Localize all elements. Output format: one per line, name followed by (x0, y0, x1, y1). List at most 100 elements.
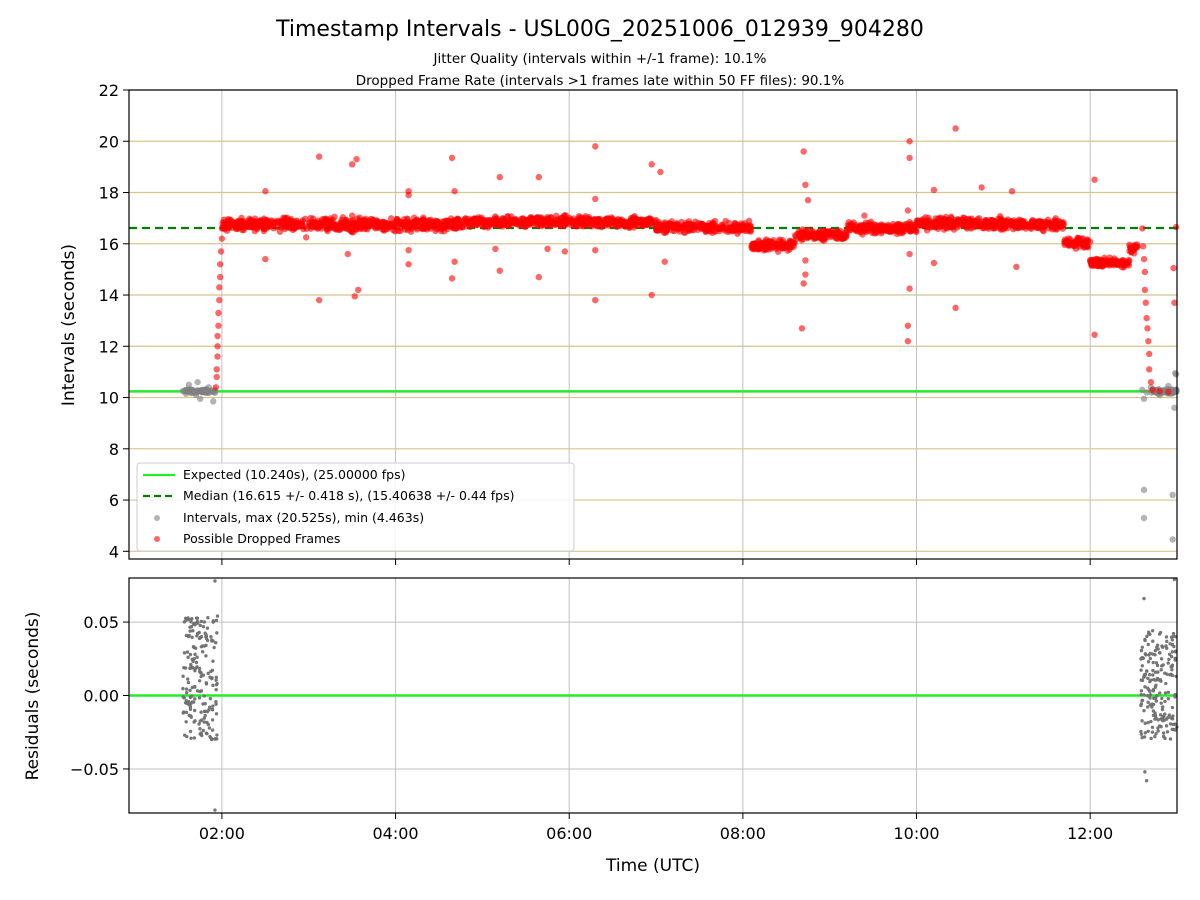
dropped-frame-point (348, 212, 356, 219)
dropped-frame-point (240, 226, 247, 234)
residual-point (207, 726, 212, 730)
dropped-frame-point (944, 217, 951, 224)
residual-point (1160, 716, 1165, 720)
dropped-frame-point (535, 173, 543, 181)
dropped-frame-point (280, 220, 287, 227)
residual-point (1143, 672, 1148, 677)
residual-point (208, 696, 213, 701)
dropped-frame-point (307, 214, 314, 222)
dropped-frame-point (688, 226, 695, 234)
residual-point (204, 682, 209, 686)
interval-point (194, 378, 201, 386)
residual-point (1139, 729, 1143, 734)
residual-point (1170, 638, 1175, 642)
dropped-frame-point (214, 332, 221, 340)
dropped-frame-point (952, 304, 959, 312)
dropped-frame-point (626, 224, 633, 232)
residual-point (1147, 653, 1151, 657)
residual-point (210, 676, 214, 681)
dropped-frame-point (1122, 258, 1130, 265)
residual-point (1171, 714, 1175, 718)
top-y-axis-label: Intervals (seconds) (59, 244, 79, 406)
residual-point (1163, 691, 1168, 695)
dropped-frame-point (537, 217, 545, 224)
dropped-frame-point (1171, 299, 1178, 306)
residual-point (210, 718, 215, 722)
dropped-frame-point (779, 244, 787, 252)
dropped-frame-point (1140, 255, 1148, 263)
residual-point (1158, 678, 1163, 682)
residual-point (1150, 725, 1155, 729)
residual-point (187, 713, 191, 718)
residual-point (1153, 717, 1157, 721)
dropped-frame-point (262, 255, 269, 263)
residual-point (1146, 642, 1150, 647)
residual-point (1146, 720, 1150, 725)
dropped-frame-point (1146, 366, 1153, 373)
dropped-frame-point (528, 219, 535, 226)
dropped-frame-point (257, 217, 264, 224)
dropped-frame-point (295, 223, 303, 230)
dropped-frame-point (1172, 223, 1180, 231)
residual-point (1167, 652, 1172, 656)
residual-point (206, 671, 210, 676)
dropped-frame-point (1075, 235, 1082, 242)
residual-point (1157, 724, 1162, 728)
residual-point (188, 729, 193, 734)
dropped-frame-point (535, 273, 543, 281)
dropped-frame-point (592, 143, 599, 150)
dropped-frame-point (592, 246, 599, 254)
dropped-frame-point (773, 243, 781, 250)
interval-point (210, 398, 217, 405)
dropped-frame-point (796, 232, 804, 239)
dropped-frame-point (670, 224, 677, 231)
dropped-frame-point (1013, 263, 1020, 271)
dropped-frame-point (1132, 243, 1139, 250)
residual-point (214, 687, 218, 692)
residual-point (1139, 668, 1143, 672)
residual-point (205, 731, 209, 736)
dropped-frame-point (216, 261, 224, 268)
legend-dropped-swatch (154, 536, 160, 542)
dropped-frame-point (1156, 387, 1163, 395)
residual-point (197, 696, 202, 700)
residual-point (214, 678, 218, 682)
dropped-frame-point (561, 248, 569, 255)
legend-intervals-label: Intervals, max (20.525s), min (4.463s) (183, 510, 424, 525)
residual-point (1159, 701, 1163, 705)
residual-point (204, 643, 208, 648)
residual-point (197, 722, 201, 726)
dropped-frame-point (533, 222, 541, 229)
residual-point (1148, 693, 1153, 697)
residual-point (204, 709, 208, 714)
residual-point (214, 702, 218, 706)
dropped-frame-point (1149, 386, 1156, 394)
residual-point (1139, 703, 1143, 708)
dropped-frame-point (425, 222, 432, 229)
dropped-frame-point (405, 261, 412, 268)
residual-point (184, 720, 188, 724)
dropped-frame-point (492, 245, 499, 253)
dropped-frame-point (1017, 217, 1025, 224)
residual-point (212, 645, 216, 650)
residual-point (1140, 645, 1145, 650)
residual-point (1151, 660, 1155, 665)
residual-point (188, 629, 192, 633)
residual-point (188, 688, 192, 693)
dropped-frame-point (639, 217, 646, 225)
residual-point (207, 708, 211, 712)
residual-point (181, 674, 185, 678)
residual-point (1150, 629, 1155, 633)
residual-point (202, 694, 206, 698)
dropped-frame-point (327, 220, 335, 228)
dropped-frame-point (744, 227, 751, 235)
residual-point (204, 654, 208, 658)
dropped-frame-point (813, 229, 820, 237)
dropped-frame-point (798, 325, 806, 332)
dropped-frame-point (952, 125, 959, 132)
residual-point (199, 674, 203, 679)
dropped-frame-point (1056, 219, 1064, 226)
dropped-frame-point (1142, 299, 1149, 306)
